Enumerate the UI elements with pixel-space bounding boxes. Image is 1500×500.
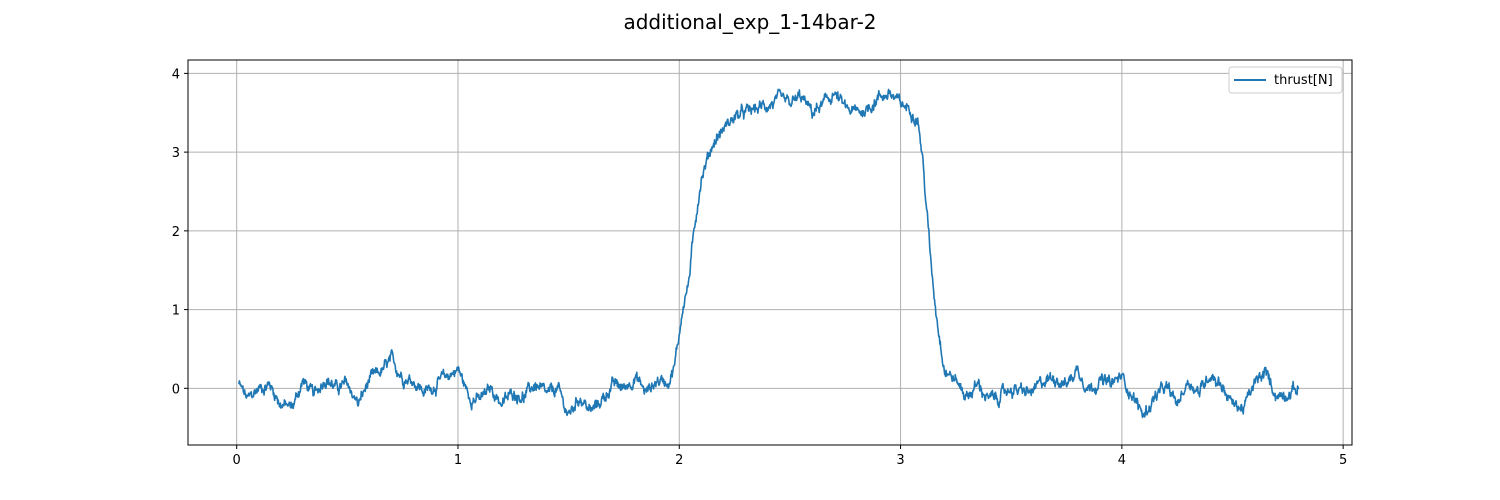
y-tick-label: 3 (172, 146, 180, 161)
y-tick-label: 1 (172, 304, 180, 319)
x-tick-label: 4 (1118, 453, 1126, 468)
x-tick-label: 1 (454, 453, 462, 468)
series-layer (238, 88, 1300, 419)
legend: thrust[N] (1228, 66, 1343, 94)
grid (188, 60, 1352, 445)
legend-box (1228, 66, 1343, 94)
x-tick-label: 5 (1339, 453, 1347, 468)
y-tick-label: 2 (172, 225, 180, 240)
y-tick-label: 0 (172, 382, 180, 397)
x-tick-label: 2 (675, 453, 683, 468)
series-line-thrust (238, 88, 1300, 419)
x-tick-label: 3 (896, 453, 904, 468)
x-axis: 0 1 2 3 4 5 (233, 445, 1347, 468)
y-axis: 0 1 2 3 4 (172, 67, 188, 397)
y-tick-label: 4 (172, 67, 180, 82)
legend-label-thrust: thrust[N] (1274, 73, 1333, 88)
chart-title: additional_exp_1-14bar-2 (623, 10, 876, 34)
x-tick-label: 0 (233, 453, 241, 468)
plot-frame (187, 59, 1353, 446)
